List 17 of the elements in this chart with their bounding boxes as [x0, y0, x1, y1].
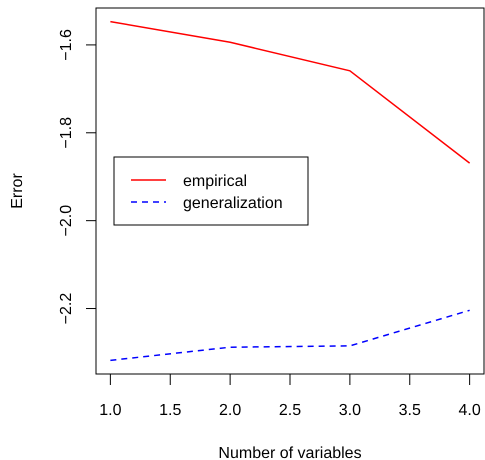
y-tick-label: −2.2: [58, 292, 75, 324]
x-tick-label: 2.0: [219, 402, 242, 419]
x-tick-label: 3.0: [338, 402, 362, 419]
y-tick-label: −1.6: [58, 29, 75, 61]
x-axis-title: Number of variables: [218, 445, 362, 460]
x-tick-label: 1.0: [99, 402, 122, 419]
x-tick-label: 2.5: [278, 402, 302, 419]
legend-label: generalization: [183, 195, 283, 212]
line-series: [110, 310, 470, 362]
x-tick-label: 3.5: [398, 402, 421, 419]
legend-label: empirical: [183, 173, 248, 190]
x-tick-label: 1.5: [159, 402, 182, 419]
y-axis-title: Error: [9, 172, 26, 209]
x-tick-label: 4.0: [458, 402, 481, 419]
y-tick-label: −2.0: [58, 204, 75, 236]
y-tick-label: −1.8: [58, 116, 75, 149]
line-series: [110, 20, 470, 164]
